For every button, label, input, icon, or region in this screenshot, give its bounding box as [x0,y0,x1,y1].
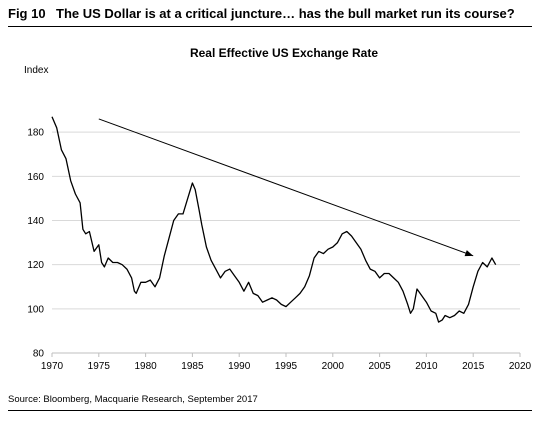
annotations [98,118,474,257]
trend-arrow-line-0 [98,118,474,257]
x-tick-label-2015: 2015 [462,361,485,372]
y-tick-label-120: 120 [27,260,44,271]
figure-header: Fig 10 The US Dollar is at a critical jun… [8,6,532,26]
x-tick-label-1985: 1985 [181,361,204,372]
y-tick-label-180: 180 [27,128,44,139]
x-tick-label-1975: 1975 [88,361,111,372]
x-tick-label-1990: 1990 [228,361,251,372]
x-tick-label-2005: 2005 [368,361,391,372]
chart-title: Real Effective US Exchange Rate [190,46,378,60]
y-tick-label-140: 140 [27,216,44,227]
y-tick-label-80: 80 [33,349,45,360]
x-tick-label-1970: 1970 [41,361,64,372]
trend-arrow-head-0 [464,250,474,257]
figure-title: The US Dollar is at a critical juncture…… [56,6,515,21]
x-tick-label-2000: 2000 [322,361,345,372]
source-note: Source: Bloomberg, Macquarie Research, S… [8,394,258,405]
x-tick-label-2020: 2020 [509,361,532,372]
x-tick-label-1980: 1980 [134,361,157,372]
axes [51,352,521,357]
bottom-rule [8,410,532,411]
gridlines [52,131,520,310]
y-tick-label-100: 100 [27,304,44,315]
series-line-0 [51,116,497,323]
y-axis-label: Index [24,65,48,76]
tick-labels: 80 100 120 140 160 180 1970 1975 1980 1985 1990 199… [27,128,531,372]
series-group [51,116,497,323]
figure-label: Fig 10 [8,6,46,21]
line-chart: Real Effective US Exchange Rate Index 80… [24,46,532,372]
top-rule [8,26,532,27]
x-tick-label-1995: 1995 [275,361,298,372]
x-tick-label-2010: 2010 [415,361,438,372]
y-tick-label-160: 160 [27,172,44,183]
